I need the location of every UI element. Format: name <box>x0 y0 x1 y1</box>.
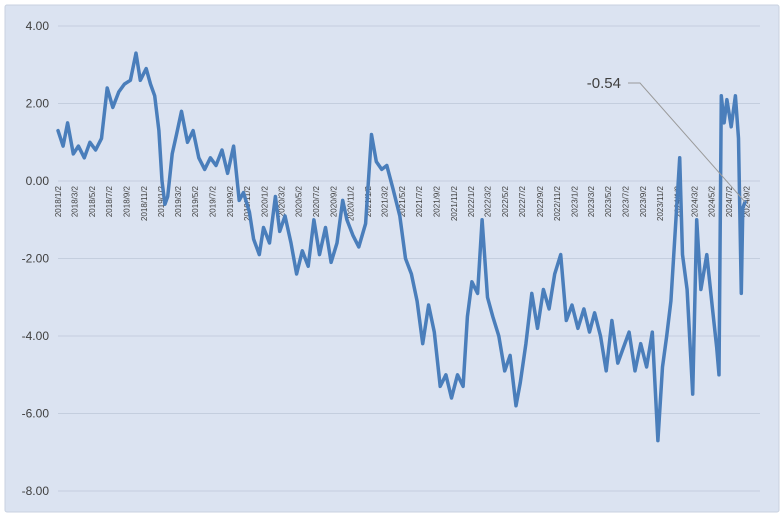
x-tick-label: 2024/5/2 <box>708 185 717 217</box>
y-axis: 4.00 2.00 0.00 -2.00 -4.00 -6.00 -8.00 <box>22 19 50 498</box>
x-tick-label: 2023/9/2 <box>639 185 648 217</box>
x-tick-label: 2023/1/2 <box>570 185 579 217</box>
x-tick-label: 2022/5/2 <box>501 185 510 217</box>
x-tick-label: 2019/1/2 <box>157 185 166 217</box>
x-tick-label: 2024/9/2 <box>742 185 751 217</box>
y-tick-label: -8.00 <box>22 484 50 498</box>
x-tick-label: 2023/7/2 <box>621 185 630 217</box>
x-tick-label: 2019/3/2 <box>174 185 183 217</box>
y-tick-label: -4.00 <box>22 329 50 343</box>
series-line <box>56 51 747 443</box>
x-tick-label: 2023/11/2 <box>656 185 665 221</box>
x-tick-label: 2024/7/2 <box>725 185 734 217</box>
x-tick-label: 2021/11/2 <box>450 185 459 221</box>
x-tick-label: 2019/5/2 <box>191 185 200 217</box>
x-tick-label: 2022/9/2 <box>536 185 545 217</box>
x-tick-label: 2018/7/2 <box>105 185 114 217</box>
x-tick-label: 2019/7/2 <box>208 185 217 217</box>
x-tick-label: 2022/7/2 <box>518 185 527 217</box>
x-tick-label: 2020/5/2 <box>295 185 304 217</box>
x-tick-label: 2019/9/2 <box>226 185 235 217</box>
x-tick-label: 2022/1/2 <box>467 185 476 217</box>
annotation-leader-line <box>628 82 746 203</box>
x-tick-label: 2021/7/2 <box>415 185 424 217</box>
x-tick-label: 2018/11/2 <box>140 185 149 221</box>
x-tick-label: 2018/9/2 <box>123 185 132 217</box>
x-tick-label: 2018/1/2 <box>54 185 63 217</box>
x-tick-label: 2020/9/2 <box>329 185 338 217</box>
x-tick-label: 2023/3/2 <box>587 185 596 217</box>
x-tick-label: 2020/7/2 <box>312 185 321 217</box>
x-tick-label: 2020/11/2 <box>347 185 356 221</box>
x-tick-label: 2018/5/2 <box>88 185 97 217</box>
gridlines <box>58 25 760 492</box>
y-tick-label: 0.00 <box>26 174 50 188</box>
x-tick-label: 2021/9/2 <box>433 185 442 217</box>
series-group <box>56 51 747 443</box>
x-tick-label: 2022/3/2 <box>484 185 493 217</box>
x-tick-label: 2018/3/2 <box>71 185 80 217</box>
y-tick-label: 2.00 <box>26 97 50 111</box>
y-tick-label: -2.00 <box>22 252 50 266</box>
x-tick-label: 2024/3/2 <box>690 185 699 217</box>
x-tick-label: 2023/5/2 <box>604 185 613 217</box>
x-tick-label: 2021/5/2 <box>398 185 407 217</box>
x-tick-label: 2020/3/2 <box>277 185 286 217</box>
x-tick-label: 2021/3/2 <box>381 185 390 217</box>
annotation-group: -0.54 <box>587 75 746 203</box>
x-tick-label: 2020/1/2 <box>260 185 269 217</box>
annotation-label: -0.54 <box>587 75 621 92</box>
y-tick-label: -6.00 <box>22 407 50 421</box>
y-tick-label: 4.00 <box>26 19 50 33</box>
x-tick-label: 2022/11/2 <box>553 185 562 221</box>
x-axis: 2018/1/2 2018/3/2 2018/5/2 2018/7/2 2018/9/2… <box>54 185 751 221</box>
